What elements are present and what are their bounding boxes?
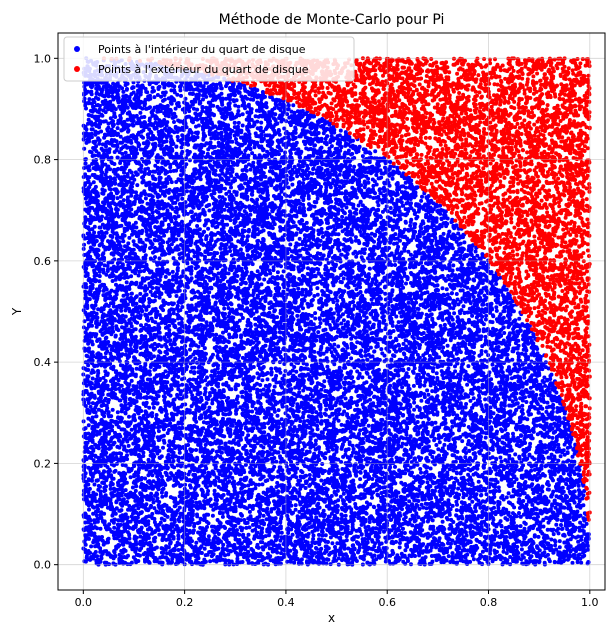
y-tick-label: 0.6 (34, 255, 52, 268)
legend-label-inside: Points à l'intérieur du quart de disque (98, 43, 306, 56)
legend-marker-inside (74, 46, 80, 52)
x-tick-label: 0.6 (378, 596, 396, 609)
x-tick-label: 1.0 (581, 596, 599, 609)
y-axis-label: Y (10, 307, 24, 316)
y-tick-label: 0.0 (34, 559, 52, 572)
grid (58, 33, 605, 590)
x-tick-label: 0.8 (480, 596, 498, 609)
y-tick-label: 0.8 (34, 154, 52, 167)
axes-frame (57, 32, 606, 591)
x-axis-label: x (328, 611, 335, 624)
y-tick-label: 1.0 (34, 52, 52, 65)
ticks: 0.0 0.2 0.4 0.6 0.8 1.0 0.0 0.2 0.4 0.6 0.8 1.0 (34, 52, 599, 609)
x-tick-label: 0.2 (176, 596, 194, 609)
x-tick-label: 0.0 (75, 596, 93, 609)
x-tick-label: 0.4 (277, 596, 295, 609)
legend-marker-outside (74, 66, 80, 72)
legend-box (63, 36, 355, 82)
y-tick-label: 0.4 (34, 356, 52, 369)
legend-label-outside: Points à l'extérieur du quart de disque (98, 63, 309, 76)
chart-title: Méthode de Monte-Carlo pour Pi (219, 12, 445, 28)
y-tick-label: 0.2 (34, 457, 52, 470)
legend: Points à l'intérieur du quart de disque … (63, 36, 355, 82)
